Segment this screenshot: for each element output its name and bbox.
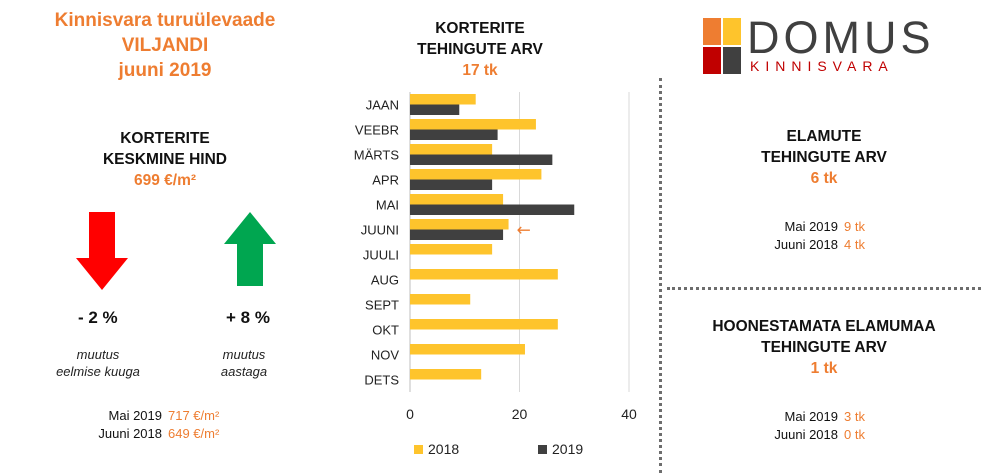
cmp-value: 649 €/m² <box>168 426 220 441</box>
y-category-label: NOV <box>371 348 400 363</box>
x-tick-label: 40 <box>621 406 637 422</box>
cmp-value: 0 tk <box>844 427 865 442</box>
bar-2018 <box>410 244 493 255</box>
domus-logo: DOMUS KINNISVARA <box>703 12 953 78</box>
month-change: - 2 % <box>78 308 118 327</box>
month-change-note: muutus eelmise kuuga <box>28 346 168 380</box>
bar-2019 <box>410 179 493 190</box>
bar-2018 <box>410 319 558 330</box>
land-heading-line1: HOONESTAMATA ELAMUMAA <box>712 318 936 335</box>
y-category-label: AUG <box>371 273 399 288</box>
horizontal-divider <box>667 287 981 290</box>
logo-name: DOMUS <box>747 12 935 63</box>
price-heading-line2: KESKMINE HIND <box>102 151 227 168</box>
y-category-label: APR <box>372 173 399 188</box>
report-title-period: juuni 2019 <box>118 60 212 81</box>
cmp-value: 4 tk <box>844 237 865 252</box>
bar-2018 <box>410 219 509 230</box>
down-arrow-icon <box>76 212 128 290</box>
bar-2018 <box>410 169 542 180</box>
year-note-line2: aastaga <box>220 364 268 379</box>
bar-2018 <box>410 144 493 155</box>
vertical-divider <box>659 78 662 473</box>
y-category-label: MÄRTS <box>354 148 400 163</box>
x-tick-label: 0 <box>406 406 414 422</box>
houses-cmp-row: Mai 2019 9 tk <box>700 218 940 236</box>
legend-swatch-2019 <box>538 445 547 454</box>
logo-mark-icon <box>703 18 741 74</box>
land-value: 1 tk <box>810 360 838 377</box>
report-title-line1: Kinnisvara turuülevaade <box>54 10 276 31</box>
land-heading-line2: TEHINGUTE ARV <box>761 339 887 356</box>
bar-2018 <box>410 119 536 130</box>
bar-2018 <box>410 194 504 205</box>
y-category-label: VEEBR <box>355 123 399 138</box>
bar-2019 <box>410 154 553 165</box>
cmp-label: Juuni 2018 <box>774 427 838 442</box>
houses-heading-line1: ELAMUTE <box>786 128 862 145</box>
bar-2018 <box>410 344 525 355</box>
land-comparison: Mai 2019 3 tk Juuni 2018 0 tk <box>700 408 940 444</box>
month-note-line1: muutus <box>76 347 120 362</box>
highlight-arrow-icon: ← <box>517 221 531 241</box>
report-title: Kinnisvara turuülevaade VILJANDI juuni 2… <box>0 8 330 83</box>
cmp-label: Mai 2019 <box>784 409 838 424</box>
price-heading: KORTERITE KESKMINE HIND 699 €/m² <box>60 128 270 191</box>
apartment-transactions-chart: 0 20 40 JAAN VEEBR MÄRTS APR MAI JUUNI ← JUULI AUG S… <box>354 92 637 457</box>
y-category-label: SEPT <box>365 298 399 313</box>
legend-label-2018: 2018 <box>428 441 459 457</box>
price-comparison: Mai 2019 717 €/m² Juuni 2018 649 €/m² <box>60 407 300 443</box>
cmp-value: 9 tk <box>844 219 865 234</box>
logo-sub: KINNISVARA <box>750 58 894 74</box>
price-heading-line1: KORTERITE <box>120 130 210 147</box>
cmp-label: Juuni 2018 <box>774 237 838 252</box>
y-category-label: JAAN <box>366 98 399 113</box>
land-cmp-row: Mai 2019 3 tk <box>700 408 940 426</box>
cmp-value: 717 €/m² <box>168 408 220 423</box>
chart-heading-line1: KORTERITE <box>435 20 525 37</box>
cmp-label: Juuni 2018 <box>98 426 162 441</box>
cmp-label: Mai 2019 <box>784 219 838 234</box>
legend-swatch-2018 <box>414 445 423 454</box>
month-note-line2: eelmise kuuga <box>56 364 140 379</box>
legend-label-2019: 2019 <box>552 441 583 457</box>
cmp-label: Mai 2019 <box>108 408 162 423</box>
land-heading: HOONESTAMATA ELAMUMAA TEHINGUTE ARV 1 tk <box>667 316 981 379</box>
bar-2018 <box>410 294 471 305</box>
price-value: 699 €/m² <box>133 172 197 189</box>
chart-heading-line2: TEHINGUTE ARV <box>417 41 543 58</box>
year-note-line1: muutus <box>222 347 266 362</box>
cmp-value: 3 tk <box>844 409 865 424</box>
y-category-label: DETS <box>364 373 399 388</box>
land-cmp-row: Juuni 2018 0 tk <box>700 426 940 444</box>
bar-2019 <box>410 104 460 115</box>
report-title-city: VILJANDI <box>121 35 209 56</box>
price-cmp-row: Juuni 2018 649 €/m² <box>60 425 300 443</box>
houses-cmp-row: Juuni 2018 4 tk <box>700 236 940 254</box>
houses-heading-line2: TEHINGUTE ARV <box>761 149 887 166</box>
houses-heading: ELAMUTE TEHINGUTE ARV 6 tk <box>667 126 981 189</box>
bar-2019 <box>410 229 504 240</box>
houses-value: 6 tk <box>810 170 838 187</box>
year-change-note: muutus aastaga <box>184 346 304 380</box>
houses-comparison: Mai 2019 9 tk Juuni 2018 4 tk <box>700 218 940 254</box>
chart-heading: KORTERITE TEHINGUTE ARV 17 tk <box>380 18 580 81</box>
year-change: + 8 % <box>226 308 270 327</box>
y-category-label: MAI <box>376 198 399 213</box>
y-category-label: JUUNI <box>361 223 399 238</box>
up-arrow-icon <box>224 212 276 286</box>
price-cmp-row: Mai 2019 717 €/m² <box>60 407 300 425</box>
bar-2019 <box>410 129 498 140</box>
bar-2019 <box>410 204 575 215</box>
y-category-label: JUULI <box>363 248 399 263</box>
bar-2018 <box>410 94 476 105</box>
chart-heading-value: 17 tk <box>462 62 498 79</box>
bar-2018 <box>410 369 482 380</box>
y-category-label: OKT <box>372 323 399 338</box>
bar-2018 <box>410 269 558 280</box>
x-tick-label: 20 <box>512 406 528 422</box>
